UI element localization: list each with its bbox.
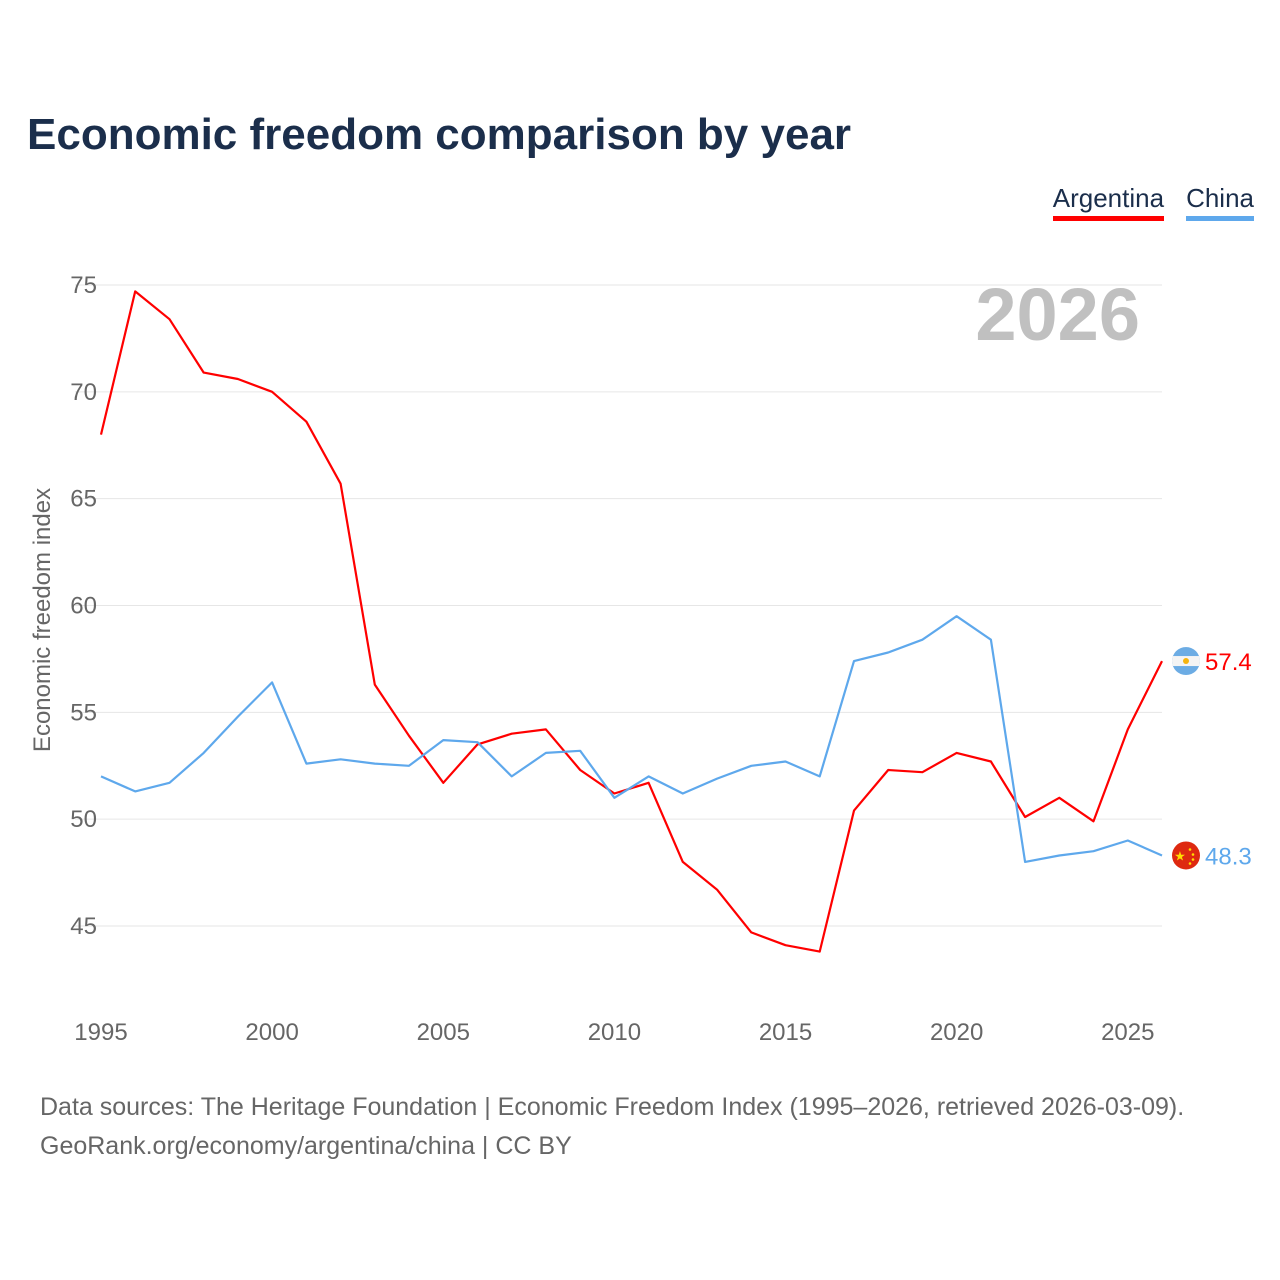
y-tick-label: 45: [70, 913, 97, 940]
x-tick-label: 2020: [930, 1019, 983, 1046]
legend-item-argentina[interactable]: Argentina: [1052, 183, 1165, 221]
year-watermark: 2026: [975, 273, 1140, 356]
y-tick-label: 70: [70, 379, 97, 406]
y-tick-label: 55: [70, 699, 97, 726]
x-tick-label: 2000: [245, 1019, 298, 1046]
source-note: Data sources: The Heritage Foundation | …: [40, 1088, 1184, 1166]
y-tick-label: 75: [70, 272, 97, 299]
series-line-china: [100, 615, 1163, 864]
y-tick-label: 65: [70, 486, 97, 513]
argentina-flag-icon: [1172, 647, 1200, 676]
y-tick-label: 60: [70, 593, 97, 620]
x-tick-label: 1995: [74, 1019, 127, 1046]
end-value-label: 48.3: [1205, 843, 1252, 870]
chart-title: Economic freedom comparison by year: [27, 110, 852, 159]
end-value-label: 57.4: [1205, 649, 1252, 676]
x-tick-label: 2015: [759, 1019, 812, 1046]
source-line[interactable]: GeoRank.org/economy/argentina/china | CC…: [40, 1132, 572, 1160]
x-tick-label: 2010: [588, 1019, 641, 1046]
y-tick-label: 50: [70, 806, 97, 833]
legend: Argentina China: [1052, 183, 1254, 221]
series-line-argentina: [99, 290, 1163, 953]
y-axis-label: Economic freedom index: [29, 488, 56, 752]
svg-text:★: ★: [1174, 848, 1186, 863]
china-flag-icon: ★: [1172, 841, 1200, 870]
x-tick-label: 2025: [1101, 1019, 1154, 1046]
legend-item-china[interactable]: China: [1186, 183, 1254, 221]
x-tick-label: 2005: [417, 1019, 470, 1046]
source-line: Data sources: The Heritage Foundation | …: [40, 1093, 1185, 1121]
